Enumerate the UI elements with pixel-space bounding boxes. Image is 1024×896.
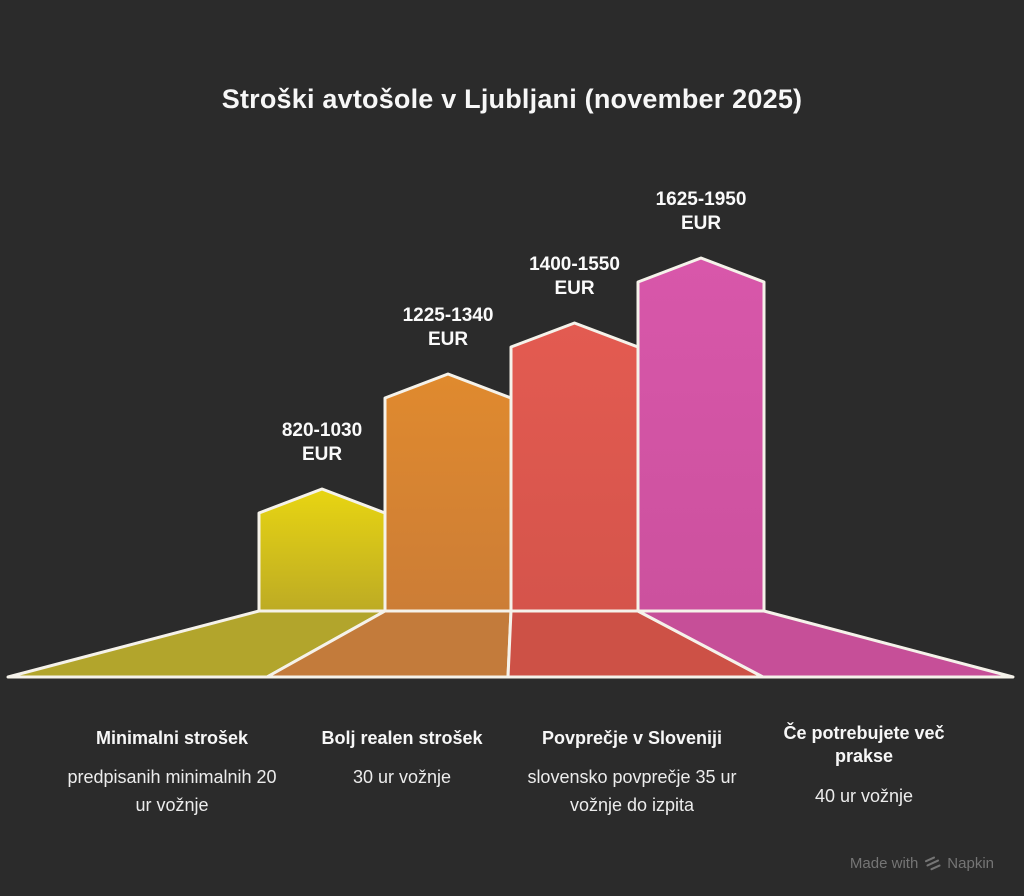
bar-value-range: 1400-1550 [529,254,620,275]
bar-value-range: 1625-1950 [655,189,747,210]
bar-shape-3 [509,321,640,613]
bar-value-unit: EUR [554,278,595,299]
bar-value-range: 820-1030 [281,420,363,441]
category-title: Povprečje v Sloveniji [541,728,723,748]
category-column-3: Povprečje v Sloveniji slovensko povprečj… [527,727,737,820]
category-column-1: Minimalni strošek predpisanih minimalnih… [67,727,277,820]
bar-value-range: 1225-1340 [402,305,494,326]
chart-title: Stroški avtošole v Ljubljani (november 2… [221,84,803,114]
napkin-logo-icon [924,856,941,871]
category-description: 40 ur vožnje [814,785,914,806]
bar-value-label-2: 1225-1340 EUR [348,304,548,352]
bar-value-label-1: 820-1030 EUR [222,419,422,467]
bar-value-unit: EUR [427,329,469,350]
bar-shape-4 [636,256,766,613]
category-title: Bolj realen strošek [321,728,483,748]
category-description: slovensko povprečje 35 ur vožnje do izpi… [527,767,737,816]
bar-shape-2 [383,372,513,613]
bar-value-label-3: 1400-1550 EUR [475,253,675,301]
bar-shape-1 [257,487,387,613]
category-title: Če potrebujete več prakse [783,723,945,767]
watermark-brand: Napkin [947,855,994,872]
category-description: 30 ur vožnje [352,767,452,788]
watermark-prefix: Made with [849,855,919,872]
napkin-watermark[interactable]: Made with Napkin [850,855,994,872]
category-description: predpisanih minimalnih 20 ur vožnje [67,767,277,816]
bar-value-label-4: 1625-1950 EUR [601,188,801,236]
bar-value-unit: EUR [680,213,722,234]
bar-value-unit: EUR [301,444,343,465]
category-column-4: Če potrebujete več prakse 40 ur vožnje [759,722,969,811]
category-title: Minimalni strošek [95,728,249,748]
category-column-2: Bolj realen strošek 30 ur vožnje [297,727,507,792]
